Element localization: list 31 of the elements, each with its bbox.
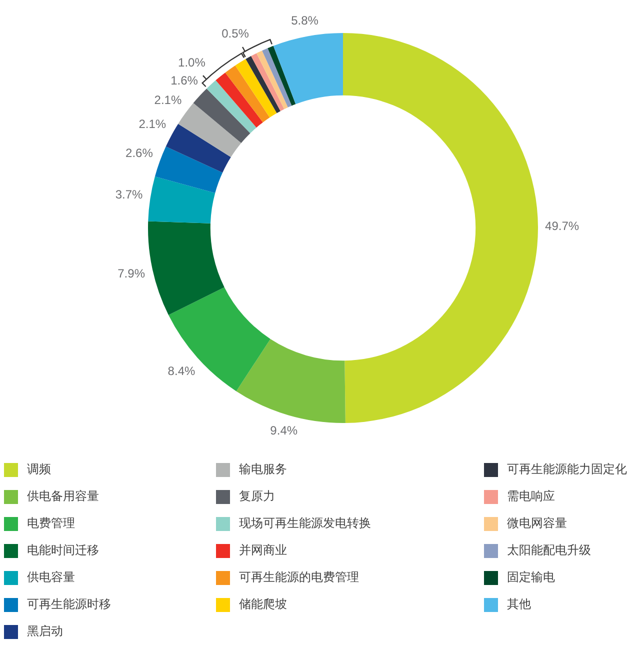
legend-label: 供电容量 [27, 569, 75, 586]
legend-label: 电费管理 [27, 515, 75, 532]
data-label: 1.0% [178, 56, 206, 70]
data-label: 2.6% [126, 146, 154, 160]
legend-label: 可再生能源时移 [27, 596, 111, 613]
data-label: 2.1% [154, 92, 182, 107]
data-label: 5.8% [291, 13, 319, 28]
legend-label: 其他 [507, 596, 531, 613]
legend-label: 太阳能配电升级 [507, 542, 591, 559]
legend-label: 储能爬坡 [239, 596, 287, 613]
legend-label: 并网商业 [239, 542, 287, 559]
data-label: 8.4% [168, 364, 196, 378]
legend-label: 固定输电 [507, 569, 555, 586]
data-label: 49.7% [545, 218, 580, 233]
legend-label: 调频 [27, 461, 51, 478]
legend-label: 可再生能源的电费管理 [239, 569, 359, 586]
legend-label: 电能时间迁移 [27, 542, 99, 559]
data-label: 0.5% [222, 26, 250, 40]
data-label: 2.1% [138, 116, 166, 131]
data-label: 1.6% [170, 74, 198, 88]
legend-label: 微电网容量 [507, 515, 567, 532]
data-label: 3.7% [115, 188, 144, 202]
legend-label: 输电服务 [239, 461, 287, 478]
legend-label: 需电响应 [507, 488, 555, 505]
data-label: 9.4% [270, 423, 298, 438]
legend-label: 现场可再生能源发电转换 [239, 515, 371, 532]
legend-label: 黑启动 [27, 623, 63, 640]
legend-label: 供电备用容量 [27, 488, 99, 505]
legend-label: 复原力 [239, 488, 275, 505]
data-label: 7.9% [118, 266, 146, 280]
legend-label: 可再生能源能力固定化 [507, 461, 627, 478]
